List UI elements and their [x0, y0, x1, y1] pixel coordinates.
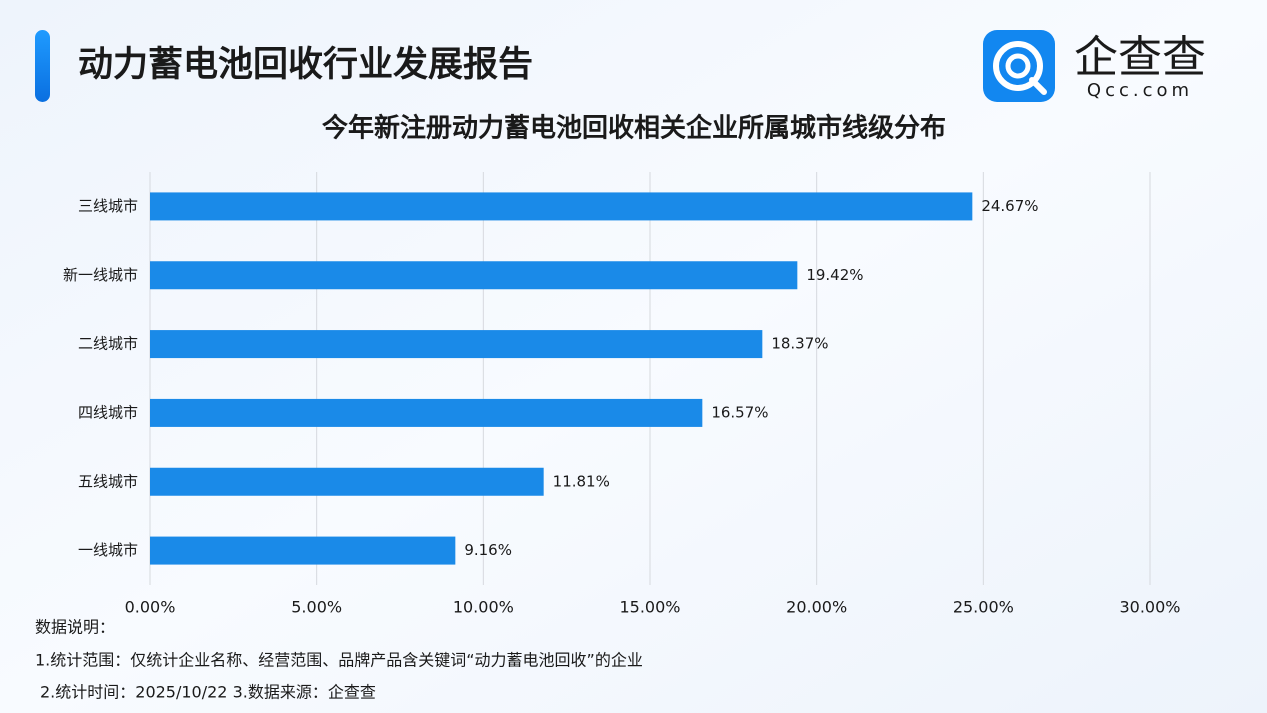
- y-tick-label: 五线城市: [78, 472, 138, 490]
- logo-tail: [1029, 77, 1047, 95]
- value-label: 24.67%: [981, 197, 1038, 215]
- report-title: 动力蓄电池回收行业发展报告: [78, 45, 533, 85]
- logo-ring: [993, 41, 1043, 91]
- x-tick-label: 10.00%: [453, 598, 514, 617]
- logo-inner: [1005, 53, 1031, 79]
- note: 1.统计范围：仅统计企业名称、经营范围、品牌产品含关键词“动力蓄电池回收”的企业: [35, 651, 643, 670]
- brand-domain: Qcc.com: [1087, 80, 1193, 101]
- value-label: 16.57%: [711, 403, 768, 421]
- y-tick-label: 四线城市: [78, 403, 138, 421]
- x-tick-label: 20.00%: [786, 598, 847, 617]
- y-tick-label: 一线城市: [78, 541, 138, 559]
- bar: [150, 192, 973, 221]
- note: 2.统计时间：2025/10/22 3.数据来源：企查查: [40, 683, 376, 702]
- x-tick-label: 30.00%: [1119, 598, 1180, 617]
- x-tick-label: 5.00%: [291, 598, 342, 617]
- title-accent: [35, 30, 50, 102]
- x-tick-label: 0.00%: [125, 598, 176, 617]
- y-tick-label: 二线城市: [78, 335, 138, 353]
- bar: [150, 261, 798, 290]
- bar: [150, 330, 763, 359]
- bar: [150, 536, 456, 565]
- value-label: 19.42%: [806, 266, 863, 284]
- bar: [150, 467, 544, 496]
- y-tick-label: 新一线城市: [63, 266, 138, 284]
- value-label: 9.16%: [464, 541, 512, 559]
- y-tick-label: 三线城市: [78, 197, 138, 215]
- x-tick-label: 25.00%: [953, 598, 1014, 617]
- note: 数据说明：: [35, 618, 115, 637]
- brand-name: 企查查: [1074, 32, 1206, 83]
- value-label: 11.81%: [553, 472, 610, 490]
- value-label: 18.37%: [771, 335, 828, 353]
- bar: [150, 398, 703, 427]
- logo: 企查查 Qcc.com: [983, 30, 1206, 102]
- x-tick-label: 15.00%: [619, 598, 680, 617]
- chart-title: 今年新注册动力蓄电池回收相关企业所属城市线级分布: [322, 113, 946, 144]
